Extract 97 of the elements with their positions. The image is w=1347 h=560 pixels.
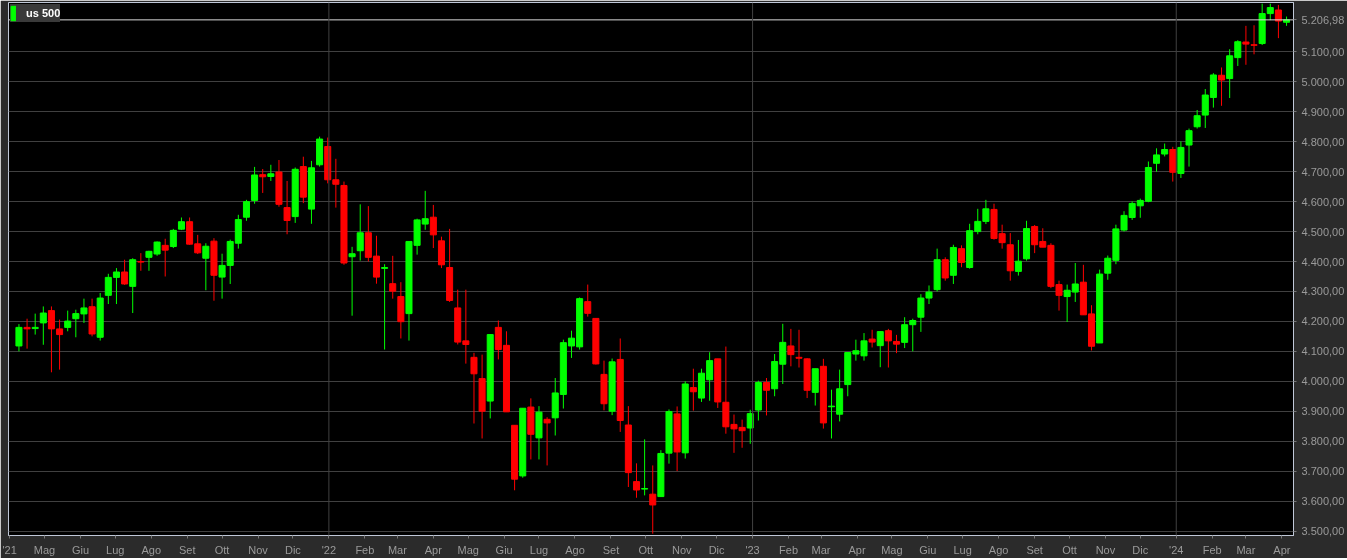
- candlestick: [15, 323, 23, 352]
- candlestick: [202, 242, 210, 291]
- x-tick-label: Feb: [355, 543, 375, 556]
- candlestick: [1185, 128, 1193, 168]
- candlestick: [121, 259, 129, 286]
- x-tick-label: Ott: [638, 543, 654, 556]
- x-tick-label: Nov: [1095, 543, 1116, 556]
- x-tick-label: Dic: [708, 543, 726, 556]
- candlestick: [762, 377, 771, 416]
- x-tick-label: Ago: [565, 543, 585, 556]
- x-tick-label: Dic: [284, 543, 302, 556]
- x-tick-label: Ott: [214, 543, 230, 556]
- y-tick-label: 3.500,00: [1301, 525, 1345, 538]
- x-tick-label: Apr: [1273, 543, 1291, 556]
- y-tick-label: 4.300,00: [1301, 285, 1345, 298]
- x-tick-label: Set: [179, 543, 196, 556]
- y-tick-label: 4.400,00: [1301, 255, 1345, 268]
- candlestick: [283, 180, 291, 235]
- y-tick-label: 4.100,00: [1301, 345, 1345, 358]
- candlestick: [39, 305, 47, 346]
- candlestick: [876, 331, 884, 368]
- candlestick: [1169, 146, 1177, 183]
- candlestick: [64, 310, 72, 332]
- x-tick-label: Set: [1026, 543, 1043, 556]
- legend-label: us 500: [26, 7, 61, 19]
- x-tick-label: Mag: [33, 543, 56, 556]
- candlestick: [31, 313, 39, 336]
- x-tick-label: Giu: [495, 543, 513, 556]
- candlestick: [169, 228, 177, 249]
- x-tick-label: Nov: [248, 543, 269, 556]
- x-tick-label: Mar: [811, 543, 831, 556]
- candlestick: [389, 255, 397, 300]
- x-tick-label: '24: [1169, 543, 1184, 556]
- y-tick-label: 5.100,00: [1301, 45, 1345, 58]
- x-tick-label: Giu: [71, 543, 90, 556]
- candlestick: [1014, 239, 1022, 277]
- x-tick-label: Giu: [919, 543, 937, 556]
- x-tick-label: Dic: [1132, 543, 1149, 556]
- candlestick: [811, 368, 819, 407]
- candlestick: [868, 329, 876, 348]
- y-tick-label: 4.900,00: [1301, 105, 1345, 118]
- x-tick-label: Mag: [881, 543, 903, 556]
- x-tick-label: Set: [602, 543, 620, 556]
- candlestick: [689, 368, 697, 412]
- candlestick: [584, 284, 592, 318]
- ref-line-label: 5.206,98: [1301, 13, 1345, 26]
- candlestick: [884, 328, 892, 369]
- y-tick-label: 5.000,00: [1301, 75, 1345, 88]
- x-tick-label: Apr: [424, 543, 443, 556]
- y-tick-label: 3.900,00: [1301, 405, 1345, 418]
- x-tick-label: Lug: [106, 543, 125, 556]
- x-tick-label: Mar: [387, 543, 408, 556]
- x-tick-label: '22: [321, 543, 337, 556]
- candlestick: [259, 168, 267, 194]
- y-tick-label: 4.700,00: [1301, 165, 1345, 178]
- candlestick: [381, 263, 389, 351]
- candlestick: [632, 462, 641, 499]
- y-tick-label: 3.600,00: [1301, 495, 1345, 508]
- candlestick: [649, 464, 657, 535]
- x-tick-label: Nov: [671, 543, 693, 556]
- candlestick: [795, 329, 803, 369]
- candlestick: [941, 256, 949, 282]
- candlestick: [957, 244, 966, 268]
- y-tick-label: 4.500,00: [1301, 225, 1345, 238]
- x-tick-label: Feb: [779, 543, 799, 556]
- x-tick-label: '21: [2, 543, 17, 556]
- x-tick-label: Lug: [529, 543, 549, 556]
- candlestick: [1242, 25, 1250, 66]
- x-tick-label: Lug: [953, 543, 972, 556]
- candlestick: [161, 238, 169, 277]
- x-tick-label: Apr: [848, 543, 866, 556]
- candlestick: [356, 203, 364, 262]
- x-tick-label: Mar: [1236, 543, 1256, 556]
- y-tick-label: 3.800,00: [1301, 435, 1345, 448]
- candlestick: [641, 438, 649, 496]
- candlestick: [787, 328, 795, 367]
- candlestick: [429, 204, 437, 249]
- x-tick-label: Ott: [1062, 543, 1077, 556]
- x-tick-label: '23: [745, 543, 760, 556]
- candlestick: [543, 416, 551, 466]
- y-tick-label: 4.600,00: [1301, 195, 1345, 208]
- x-tick-label: Mag: [457, 543, 479, 556]
- candlestick: [470, 352, 478, 425]
- candlestick: [437, 236, 445, 269]
- y-tick-label: 4.200,00: [1301, 315, 1345, 328]
- y-tick-label: 4.000,00: [1301, 375, 1345, 388]
- candlestick: [23, 318, 31, 350]
- y-tick-label: 4.800,00: [1301, 135, 1345, 148]
- candlestick: [892, 334, 901, 354]
- x-tick-label: Ago: [988, 543, 1009, 556]
- candlestick: [348, 246, 356, 317]
- candlestick: [242, 199, 250, 222]
- x-tick-label: Feb: [1202, 543, 1222, 556]
- x-tick-label: Ago: [141, 543, 162, 556]
- y-tick-label: 3.700,00: [1301, 465, 1345, 478]
- candlestick: [1218, 66, 1226, 107]
- candlestick: [1250, 24, 1258, 55]
